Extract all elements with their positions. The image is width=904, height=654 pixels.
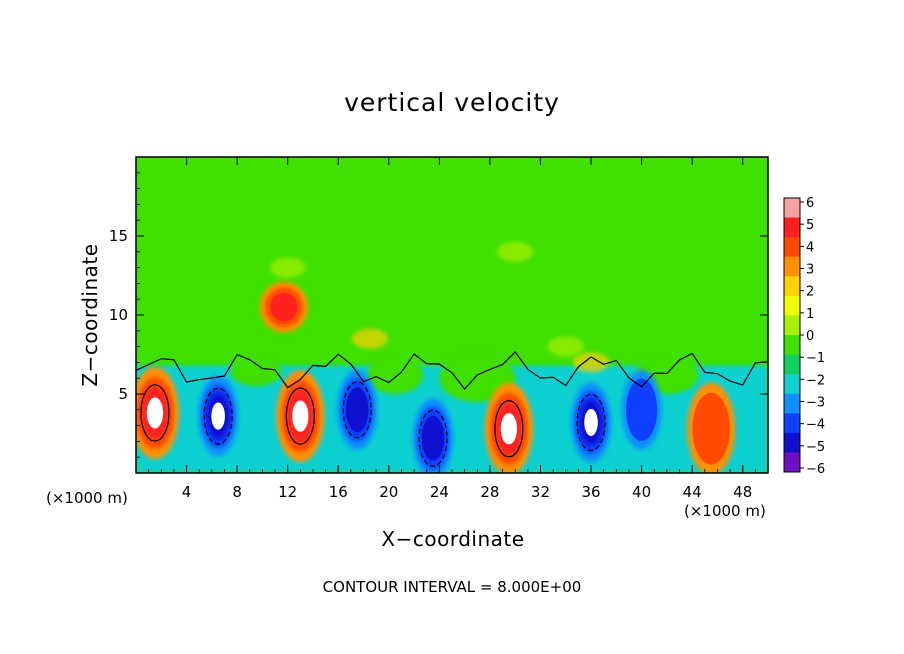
weak-blob: [573, 352, 610, 373]
colorbar-tick-label: 2: [806, 285, 814, 300]
colorbar-swatch: [784, 452, 800, 473]
contour-line: [418, 409, 448, 467]
colorbar-swatch: [784, 256, 800, 277]
x-tick-label: 8: [232, 483, 242, 501]
colorbar-tick-label: −1: [806, 351, 825, 366]
x-unit-label-left: (×1000 m): [46, 489, 128, 507]
updraft-cell: [136, 366, 179, 459]
colorbar-tick-label: 6: [806, 196, 814, 211]
velocity-field: [136, 241, 768, 473]
colorbar-tick-label: −2: [806, 373, 825, 388]
colorbar-swatch: [784, 198, 800, 219]
colorbar-swatch: [784, 295, 800, 316]
x-unit-label-right: (×1000 m): [684, 502, 766, 520]
weak-blob: [351, 328, 388, 349]
colorbar-swatch: [784, 393, 800, 414]
y-tick-label: 10: [109, 306, 128, 324]
colorbar-swatch: [784, 335, 800, 356]
colorbar-swatch: [784, 315, 800, 336]
updraft-cell: [276, 370, 325, 463]
contour-line: [342, 381, 372, 439]
colorbar-swatch: [784, 237, 800, 258]
updraft-level: [500, 413, 518, 445]
x-tick-label: 20: [379, 483, 398, 501]
x-tick-label: 24: [430, 483, 449, 501]
colorbar-tick-label: −5: [806, 440, 825, 455]
contour-line: [494, 400, 524, 458]
downdraft-level: [626, 378, 658, 441]
colorbar-tick-label: −3: [806, 396, 825, 411]
updraft-level: [292, 400, 309, 432]
x-tick-label: 4: [182, 483, 192, 501]
updraft-cell: [259, 281, 308, 333]
updraft-level: [146, 397, 164, 429]
x-tick-label: 40: [632, 483, 651, 501]
colorbar-tick-label: 5: [806, 218, 814, 233]
colorbar-tick-label: −4: [806, 418, 825, 433]
updraft-level: [692, 392, 730, 465]
contour-line: [203, 387, 233, 445]
updraft-cell: [687, 382, 736, 473]
colorbar-tick-label: 1: [806, 307, 814, 322]
colorbar-tick-label: 4: [806, 240, 814, 255]
colorbar-swatch: [784, 276, 800, 297]
x-tick-label: 44: [683, 483, 702, 501]
contour-line: [140, 384, 170, 442]
colorbar-swatch: [784, 354, 800, 375]
x-tick-label: 48: [733, 483, 752, 501]
x-tick-label: 16: [329, 483, 348, 501]
colorbar-swatch: [784, 374, 800, 395]
y-tick-label: 15: [109, 227, 128, 245]
contour-line: [285, 387, 315, 445]
colorbar-swatch: [784, 217, 800, 238]
downdraft-cell: [621, 369, 662, 450]
colorbar: 6 5 4 3 2 1 0 −1 −2 −3 −4 −5 −6: [783, 196, 825, 477]
updraft-level: [270, 292, 298, 322]
colorbar-swatch: [784, 432, 800, 453]
colorbar-tick-label: 3: [806, 263, 814, 278]
contour-line: [576, 393, 606, 452]
colorbar-tick-label: 0: [806, 329, 814, 344]
x-axis-label: X−coordinate: [381, 527, 525, 551]
band-pocket: [367, 356, 423, 394]
band-pocket: [230, 357, 282, 387]
chart-title: vertical velocity: [344, 88, 560, 117]
weak-blob: [497, 241, 534, 262]
weak-blob: [547, 336, 584, 357]
colorbar-swatch: [784, 413, 800, 434]
contour-interval-note: CONTOUR INTERVAL = 8.000E+00: [322, 578, 582, 596]
x-tick-label: 32: [531, 483, 550, 501]
downdraft-level: [211, 402, 225, 430]
downdraft-cell: [413, 398, 454, 473]
y-tick-label: 5: [118, 385, 128, 403]
x-tick-label: 12: [278, 483, 297, 501]
weak-blob: [269, 257, 306, 278]
updraft-cell: [484, 382, 533, 473]
contour-lines: [136, 351, 768, 467]
zero-contour: [136, 351, 768, 390]
downdraft-level: [584, 408, 598, 437]
x-tick-label: 36: [581, 483, 600, 501]
downdraft-level: [346, 387, 369, 433]
colorbar-tick-label: −6: [806, 462, 825, 477]
downdraft-level: [421, 415, 445, 461]
x-tick-label: 28: [480, 483, 499, 501]
